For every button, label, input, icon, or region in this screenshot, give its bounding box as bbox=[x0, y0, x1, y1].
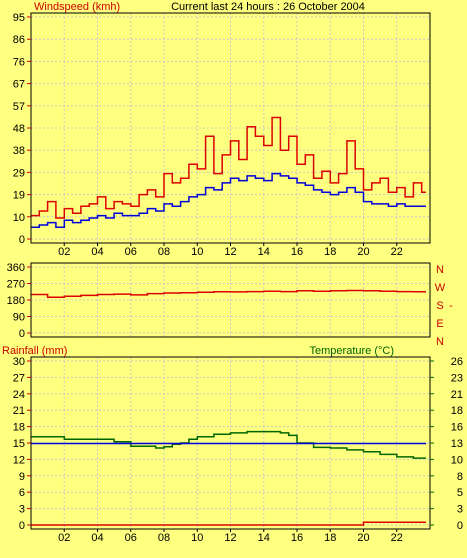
x-tick-label: 10 bbox=[191, 246, 203, 258]
y-tick-label: 12 bbox=[13, 454, 25, 466]
y2-tick-label: 0 bbox=[457, 520, 463, 532]
windspeed-y-ticks: 0 10 19 29 38 48 57 67 76 86 95 bbox=[13, 12, 31, 246]
temperature-y-ticks: 0 3 5 8 10 13 16 18 21 23 26 bbox=[430, 356, 463, 532]
rain-temp-series bbox=[31, 430, 426, 526]
y-tick-label: 27 bbox=[13, 372, 25, 384]
y-tick-label: 360 bbox=[7, 262, 25, 274]
x-tick-label: 18 bbox=[324, 246, 336, 258]
x-tick-label: 04 bbox=[91, 246, 103, 258]
direction-y-ticks: 0 90 180 270 360 bbox=[7, 262, 31, 340]
x-tick-label: 14 bbox=[258, 532, 270, 544]
compass-label: E bbox=[436, 318, 443, 330]
x-tick-label: 22 bbox=[391, 246, 403, 258]
y2-tick-label: 8 bbox=[457, 471, 463, 483]
y-tick-label: 180 bbox=[7, 295, 25, 307]
y-tick-label: 3 bbox=[19, 504, 25, 516]
y-tick-label: 9 bbox=[19, 471, 25, 483]
y-tick-label: 0 bbox=[19, 328, 25, 340]
y-tick-label: 29 bbox=[13, 167, 25, 179]
compass-label: N bbox=[436, 264, 444, 276]
series-line bbox=[31, 521, 426, 526]
y-tick-label: 270 bbox=[7, 279, 25, 291]
y-tick-label: 6 bbox=[19, 487, 25, 499]
x-tick-label: 12 bbox=[224, 532, 236, 544]
y-tick-label: 10 bbox=[13, 212, 25, 224]
y-tick-label: 0 bbox=[19, 520, 25, 532]
y-tick-label: 24 bbox=[13, 389, 25, 401]
y-tick-label: 76 bbox=[13, 56, 25, 68]
x-tick-label: 20 bbox=[357, 532, 369, 544]
y2-tick-label: 5 bbox=[457, 487, 463, 499]
y2-tick-label: 3 bbox=[457, 504, 463, 516]
rain-temp-x-ticks: 02 04 06 08 10 12 14 16 18 20 22 bbox=[58, 529, 403, 544]
y-tick-label: 86 bbox=[13, 34, 25, 46]
x-tick-label: 22 bbox=[391, 532, 403, 544]
compass-label: S bbox=[436, 300, 443, 312]
x-tick-label: 02 bbox=[58, 246, 70, 258]
rainfall-ylabel: Rainfall (mm) bbox=[2, 345, 67, 357]
x-tick-label: 20 bbox=[357, 246, 369, 258]
series-line bbox=[31, 172, 426, 229]
y-tick-label: 15 bbox=[13, 438, 25, 450]
x-tick-label: 06 bbox=[125, 246, 137, 258]
chart-title: Current last 24 hours : 26 October 2004 bbox=[171, 1, 365, 13]
x-tick-label: 14 bbox=[258, 246, 270, 258]
y2-tick-label: 23 bbox=[451, 372, 463, 384]
direction-grid bbox=[31, 263, 430, 337]
direction-series bbox=[31, 289, 426, 299]
compass-label: N bbox=[436, 336, 444, 348]
y-tick-label: 90 bbox=[13, 312, 25, 324]
x-tick-label: 16 bbox=[291, 532, 303, 544]
windspeed-ylabel: Windspeed (kmh) bbox=[34, 1, 120, 13]
compass-separator: - bbox=[449, 300, 453, 312]
x-tick-label: 04 bbox=[91, 532, 103, 544]
y-tick-label: 57 bbox=[13, 101, 25, 113]
x-tick-label: 08 bbox=[158, 246, 170, 258]
temperature-ylabel: Temperature (°C) bbox=[310, 345, 394, 357]
y-tick-label: 67 bbox=[13, 79, 25, 91]
windspeed-grid bbox=[31, 13, 430, 243]
y-tick-label: 95 bbox=[13, 12, 25, 24]
y2-tick-label: 13 bbox=[451, 438, 463, 450]
x-tick-label: 12 bbox=[224, 246, 236, 258]
y-tick-label: 18 bbox=[13, 422, 25, 434]
y-tick-label: 48 bbox=[13, 123, 25, 135]
x-tick-label: 18 bbox=[324, 532, 336, 544]
x-tick-label: 16 bbox=[291, 246, 303, 258]
windspeed-series bbox=[31, 116, 426, 229]
x-tick-label: 10 bbox=[191, 532, 203, 544]
y2-tick-label: 26 bbox=[451, 356, 463, 368]
compass-label: W bbox=[435, 282, 446, 294]
y-tick-label: 21 bbox=[13, 405, 25, 417]
windspeed-x-ticks: 02 04 06 08 10 12 14 16 18 20 22 bbox=[58, 243, 403, 258]
y-tick-label: 0 bbox=[19, 234, 25, 246]
y-tick-label: 38 bbox=[13, 145, 25, 157]
y2-tick-label: 18 bbox=[451, 405, 463, 417]
series-line bbox=[31, 289, 426, 299]
y2-tick-label: 21 bbox=[451, 389, 463, 401]
x-tick-label: 02 bbox=[58, 532, 70, 544]
x-tick-label: 08 bbox=[158, 532, 170, 544]
y2-tick-label: 16 bbox=[451, 422, 463, 434]
rain-temp-panel: Rainfall (mm) Temperature (°C) 0 3 6 9 12 15 1… bbox=[2, 345, 463, 544]
y2-tick-label: 10 bbox=[451, 454, 463, 466]
y-tick-label: 30 bbox=[13, 356, 25, 368]
rainfall-y-ticks: 0 3 6 9 12 15 18 21 24 27 30 bbox=[13, 356, 31, 532]
windspeed-panel: Windspeed (kmh) Current last 24 hours : … bbox=[13, 1, 431, 258]
x-tick-label: 06 bbox=[125, 532, 137, 544]
y-tick-label: 19 bbox=[13, 190, 25, 202]
series-line bbox=[31, 116, 426, 219]
